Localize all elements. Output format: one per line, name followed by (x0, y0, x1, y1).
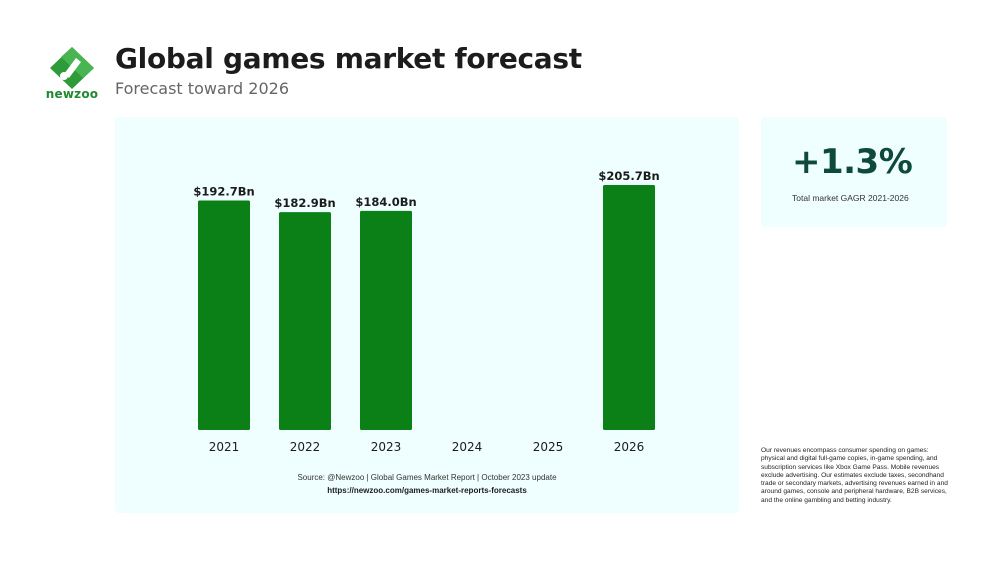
x-tick-2021: 2021 (209, 440, 240, 454)
bar-2021 (198, 200, 250, 430)
x-tick-2025: 2025 (533, 440, 564, 454)
data-label-2023: $184.0Bn (355, 195, 416, 209)
chart-source: Source: @Newzoo | Global Games Market Re… (297, 473, 557, 482)
bar-chart: $192.7Bn 2021 $182.9Bn 2022 $184.0Bn 2023 2024… (193, 169, 659, 454)
data-label-2022: $182.9Bn (274, 196, 335, 210)
stat-panel: +1.3% Total market GAGR 2021-2026 (761, 117, 947, 227)
bar-2026 (603, 185, 655, 430)
bar-2023 (360, 210, 412, 430)
page-subtitle: Forecast toward 2026 (115, 79, 289, 98)
page-title: Global games market forecast (115, 42, 582, 75)
x-tick-2022: 2022 (290, 440, 321, 454)
cagr-value: +1.3% (792, 142, 913, 182)
data-label-2021: $192.7Bn (193, 184, 254, 198)
data-label-2026: $205.7Bn (598, 169, 659, 183)
logo-text: newzoo (45, 87, 99, 101)
footnote: Our revenues encompass consumer spending… (761, 447, 948, 504)
newzoo-logo-icon (48, 46, 96, 102)
chart-source-url[interactable]: https://newzoo.com/games-market-reports-… (327, 486, 527, 495)
bar-2022 (279, 212, 331, 430)
x-tick-2023: 2023 (371, 440, 402, 454)
x-tick-2026: 2026 (614, 440, 645, 454)
x-tick-2024: 2024 (452, 440, 483, 454)
cagr-label: Total market GAGR 2021-2026 (792, 193, 909, 203)
chart-panel: $192.7Bn 2021 $182.9Bn 2022 $184.0Bn 2023 2024… (115, 117, 739, 513)
